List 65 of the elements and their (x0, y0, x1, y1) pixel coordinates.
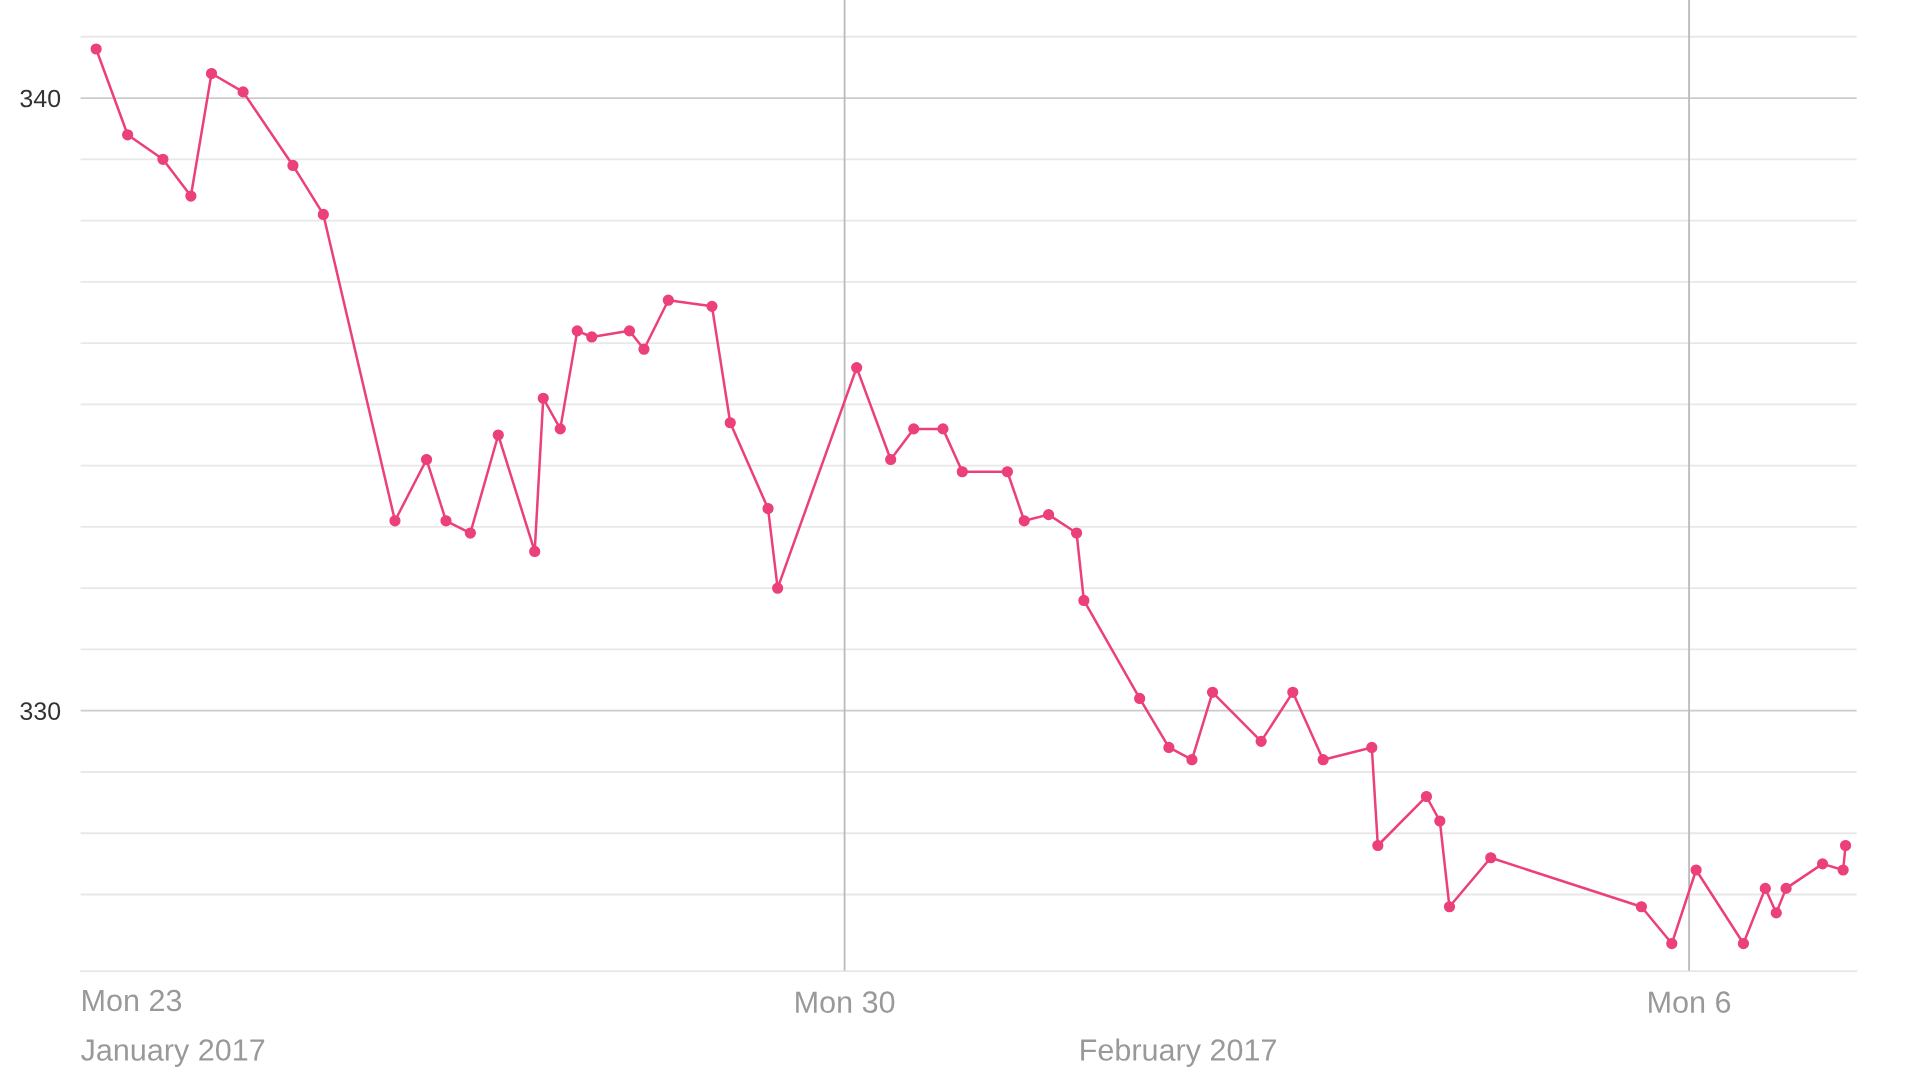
point (1443, 901, 1456, 913)
point (464, 527, 476, 539)
point (956, 466, 968, 478)
point (122, 129, 134, 141)
point (885, 453, 897, 466)
point (1434, 815, 1446, 827)
point (1839, 839, 1852, 852)
point (1759, 882, 1771, 894)
point (1635, 901, 1648, 913)
point (1372, 839, 1384, 852)
point (762, 502, 774, 515)
y-tick-label: 340 (20, 89, 61, 108)
point (529, 545, 541, 558)
point (623, 325, 636, 337)
y-tick-label: 330 (20, 702, 61, 721)
text: February 2017 (1081, 1038, 1276, 1067)
point (1001, 466, 1013, 478)
point (1078, 594, 1090, 607)
point (1737, 937, 1750, 950)
point (724, 417, 736, 429)
point (1255, 735, 1267, 747)
point (157, 153, 169, 165)
point (1770, 907, 1782, 919)
point (1287, 686, 1299, 698)
point (420, 453, 433, 466)
point (185, 190, 197, 202)
point (1134, 692, 1146, 705)
point (205, 67, 218, 80)
point (586, 331, 598, 343)
point (1018, 515, 1030, 527)
point (1042, 509, 1055, 521)
point (1420, 790, 1433, 803)
point (287, 159, 299, 172)
point (1163, 741, 1175, 754)
point (662, 294, 674, 306)
point (90, 43, 102, 55)
point (1485, 852, 1497, 864)
point (440, 515, 452, 527)
point (237, 86, 249, 98)
x-tick-label: Mon 30 (796, 991, 895, 1013)
text: Mon 23 (83, 989, 182, 1012)
point (706, 300, 718, 312)
text: January 2017 (81, 1039, 265, 1067)
point (1317, 754, 1329, 766)
point (492, 429, 504, 441)
point (1070, 527, 1083, 539)
point (389, 515, 401, 527)
point (1690, 864, 1702, 876)
point (851, 362, 863, 374)
point (317, 208, 329, 221)
point (554, 423, 566, 435)
point (1666, 937, 1678, 950)
point (638, 343, 650, 355)
point (1816, 858, 1829, 870)
x-tick-label: Mon 6 (1649, 991, 1731, 1013)
point (537, 392, 549, 404)
point (1366, 741, 1378, 754)
point (1837, 864, 1849, 876)
point (1780, 882, 1792, 894)
point (571, 325, 583, 337)
point (1186, 754, 1198, 766)
point (937, 423, 949, 435)
point (908, 423, 920, 435)
point (1206, 686, 1219, 698)
point (772, 582, 784, 594)
